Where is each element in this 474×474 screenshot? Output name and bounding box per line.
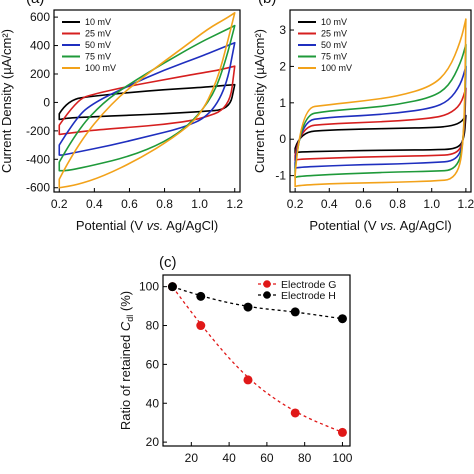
legend-label: 50 mV [85,40,111,50]
legend-label: 100 mV [85,63,116,73]
panel-label: (a) [26,0,44,7]
y-tick-label: 0 [279,132,286,146]
series-line-75-mV [58,24,236,172]
x-tick-label: 0.8 [156,197,173,211]
y-tick-label: 0 [43,95,50,109]
legend-label: 75 mV [85,52,111,62]
legend-label: 10 mV [321,17,347,27]
plot-frame [53,9,241,193]
data-point [290,408,300,418]
x-tick-label: 80 [298,451,312,465]
panel-a: 0.2 0.4 0.6 0.8 1.0 1.2 -600 -400 -200 0 200 400 600… [0,0,243,233]
x-tick-label: 0.8 [389,197,406,211]
panel-c: 20 40 60 80 100 20 40 60 80 100 Electrode GElectro… [118,254,353,465]
x-tick-label: 1.0 [423,197,440,211]
legend-label: 50 mV [321,40,347,50]
x-tick-label: 1.0 [191,197,208,211]
legend-label: 25 mV [85,29,111,39]
panel-label: (b) [258,0,276,7]
legend-label: Electrode H [281,290,336,302]
x-tick-label: 0.6 [355,197,372,211]
x-tick-label: 20 [185,451,199,465]
y-axis-label: Current Density (µA/cm²) [0,29,14,173]
x-tick-label: 0.2 [51,197,68,211]
y-axis-label: Ratio of retained Cdl (%) [118,291,135,430]
y-axis-label: Current Density (µA/cm²) [252,29,267,173]
x-tick-label: 60 [260,451,274,465]
data-point [290,307,300,317]
y-tick-label: 3 [279,23,286,37]
legend-label: 25 mV [321,29,347,39]
y-tick-label: -200 [26,124,50,138]
series-line-50-mV [294,65,467,170]
data-point [337,314,347,324]
y-tick-label: -400 [26,152,50,166]
plot-frame [162,274,351,447]
y-tick-label: 600 [30,10,50,24]
data-point [243,375,253,385]
x-axis-label: Potential (V vs. Ag/AgCl) [76,218,218,233]
y-tick-label: 20 [146,435,160,449]
y-tick-label: -1 [275,169,286,183]
x-tick-label: 100 [332,451,352,465]
y-tick-label: 400 [30,39,50,53]
data-point [243,302,253,312]
y-tick-label: 200 [30,67,50,81]
series-line-100-mV [58,12,236,189]
y-tick-label: 60 [146,357,160,371]
series-line-100-mV [294,18,467,188]
x-tick-label: 0.4 [86,197,103,211]
y-tick-label: 2 [279,59,286,73]
legend-label: Electrode G [281,279,336,291]
legend-label: 75 mV [321,52,347,62]
data-point [196,291,206,301]
y-tick-label: -600 [26,181,50,195]
y-tick-label: 80 [146,319,160,333]
series-line-10-mV [294,114,467,154]
data-point [337,427,347,437]
y-tick-label: 1 [279,96,286,110]
series-line-Electrode-G [171,286,343,433]
y-tick-label: 100 [139,280,159,294]
legend-marker [263,291,271,299]
x-tick-label: 1.2 [458,197,474,211]
plot-frame [289,9,472,193]
legend-label: 100 mV [321,63,352,73]
legend-label: 10 mV [85,17,111,27]
x-tick-label: 0.6 [121,197,138,211]
data-point [196,321,206,331]
series-line-50-mV [58,41,236,156]
legend-marker [263,280,271,288]
x-tick-label: 1.2 [226,197,243,211]
x-tick-label: 40 [222,451,236,465]
x-axis-label: Potential (V vs. Ag/AgCl) [309,218,451,233]
data-point [167,282,177,292]
x-tick-label: 0.2 [287,197,304,211]
panel-label: (c) [159,254,177,271]
x-tick-label: 0.4 [321,197,338,211]
y-tick-label: 40 [146,396,160,410]
